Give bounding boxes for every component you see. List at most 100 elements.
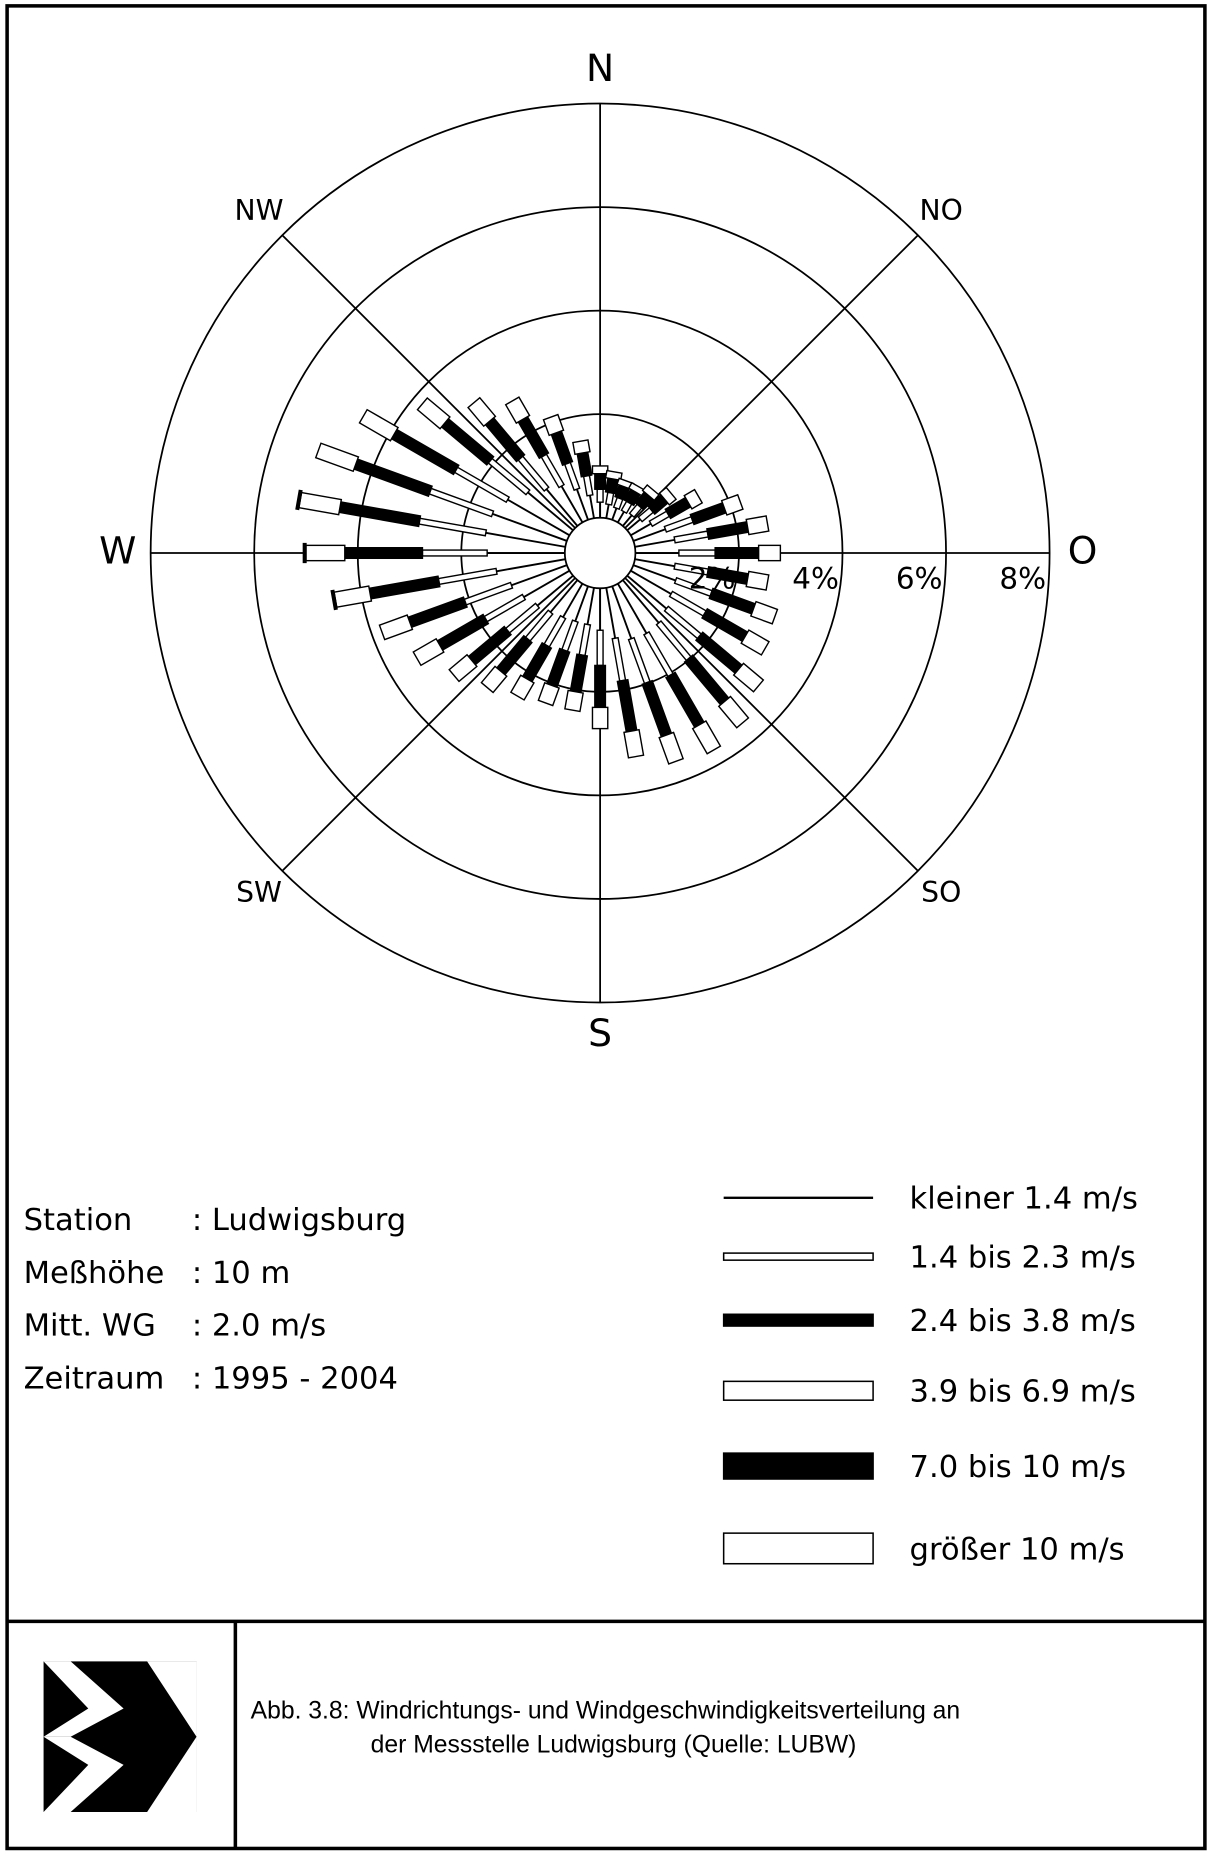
bar [504,396,531,425]
bar [604,491,615,506]
bar [428,487,495,518]
legend-label: 7.0 bis 10 m/s [910,1450,1127,1485]
bar [641,679,673,738]
bar [527,491,574,532]
bar [605,504,610,519]
bar [416,397,451,430]
bar [720,493,744,516]
station-value: : 10 m [192,1256,290,1291]
compass-label: O [1068,529,1098,573]
bar [412,637,445,667]
bar [507,498,571,537]
legend-label: 2.4 bis 3.8 m/s [910,1304,1136,1339]
bar [611,507,618,521]
r-tick-label: 2% [689,562,736,596]
bar [596,488,604,503]
legend-label: 3.9 bis 6.9 m/s [910,1375,1136,1410]
bar [545,488,579,527]
logo-shape [43,1736,124,1812]
legend-label: 1.4 bis 2.3 m/s [910,1240,1136,1275]
bar [596,629,604,667]
bar [576,451,593,478]
bar [740,629,770,656]
bar [611,585,633,640]
bar [492,512,568,542]
bar [622,579,660,624]
bar [467,396,497,428]
bar [578,623,592,657]
bar [542,413,565,437]
bar [673,530,710,544]
bar [626,518,641,532]
ring [149,102,1051,1004]
wind-rose: N NO O SO S SW W NW 2% 4% 6% 8% [99,46,1097,1055]
bar [714,547,760,560]
bar [683,488,704,510]
bar [537,681,561,707]
station-label: Mitt. WG [24,1309,156,1344]
station-label: Zeitraum [24,1362,165,1397]
bar [298,491,343,516]
bar [572,439,591,456]
bar [560,485,584,523]
legend-swatch [723,1196,874,1199]
bar [745,515,770,536]
bar [463,581,514,606]
bar [549,579,579,613]
bar [563,461,581,492]
bar [390,428,460,476]
bar [591,706,609,730]
bar [496,558,566,573]
bar [511,564,568,587]
bar [732,662,765,693]
compass-label: W [99,529,136,573]
compass-label: SW [236,876,282,909]
bar [546,647,571,689]
bar [407,596,468,629]
bar [333,585,373,609]
ring [253,206,947,900]
legend-swatch [722,1532,874,1565]
bar [582,474,594,497]
bar [344,547,424,560]
legend-swatch [722,1452,874,1480]
bar [550,430,574,467]
bar [485,531,566,548]
compass-label: S [588,1011,612,1055]
legend-swatch [722,1380,874,1401]
bar [302,542,307,564]
bar [589,495,595,519]
bar [305,544,346,562]
bar [632,564,676,582]
bar [611,636,627,682]
station-value: : 1995 - 2004 [192,1362,398,1397]
r-tick-label: 4% [792,562,839,596]
compass-label: NO [920,194,963,227]
bar [630,569,672,595]
bar [421,549,488,557]
bar [338,501,422,528]
bar [632,528,666,542]
bar [616,511,625,523]
bar [717,695,750,729]
bar [634,538,675,548]
bar [418,517,488,537]
legend-label: größer 10 m/s [910,1532,1125,1567]
bar [561,619,579,653]
bar [594,473,607,490]
bar [622,514,633,527]
bar [480,665,508,694]
bar [658,731,685,765]
bar [509,674,535,701]
bar [448,653,478,683]
bar [594,664,607,709]
bar [634,558,675,568]
bar [623,728,645,759]
bar [295,489,303,511]
bar [678,549,716,557]
legend-swatch [722,1252,874,1261]
bar [437,567,498,586]
bar [641,483,660,502]
r-tick-label: 6% [896,562,943,596]
bar [691,720,722,755]
